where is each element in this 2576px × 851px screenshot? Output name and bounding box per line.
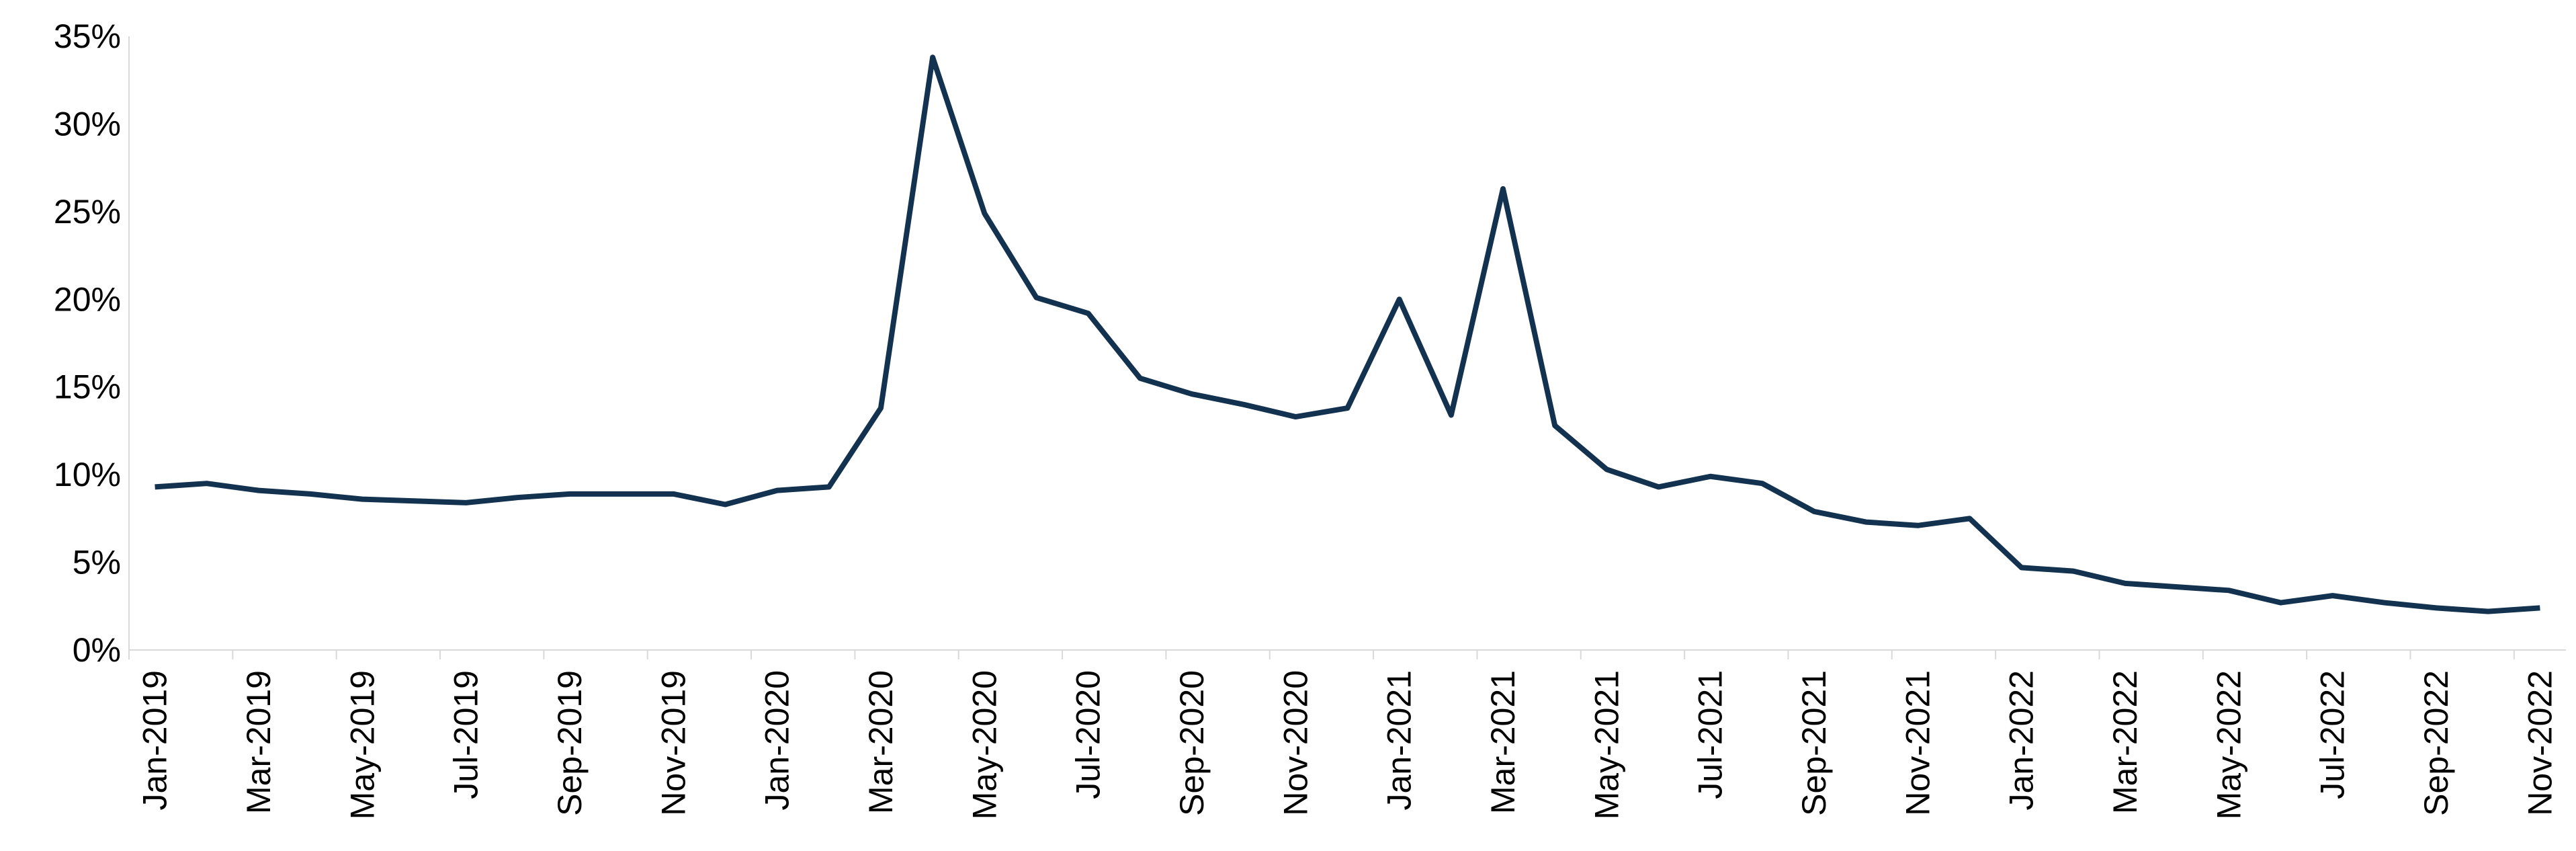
y-tick-label: 0% xyxy=(73,631,121,669)
x-tick-label: Mar-2021 xyxy=(1484,670,1522,814)
x-tick-label: Nov-2020 xyxy=(1277,670,1314,816)
x-tick-label: Sep-2019 xyxy=(551,670,589,816)
x-tick-label: Jan-2020 xyxy=(759,670,796,811)
y-tick-label: 35% xyxy=(54,17,121,55)
x-tick-label: May-2022 xyxy=(2210,670,2247,819)
x-tick-label: Mar-2020 xyxy=(862,670,900,814)
x-tick-label: Sep-2021 xyxy=(1795,670,1833,816)
x-tick-label: Jul-2021 xyxy=(1692,670,1729,799)
line-series xyxy=(155,54,2540,614)
x-tick-label: Jan-2022 xyxy=(2003,670,2041,811)
x-tick-label: Jan-2019 xyxy=(136,670,174,811)
x-tick-label: Jul-2020 xyxy=(1070,670,1107,799)
x-tick-label: Jul-2019 xyxy=(447,670,485,799)
y-tick-label: 20% xyxy=(54,280,121,318)
y-tick-label: 30% xyxy=(54,105,121,143)
y-tick-label: 15% xyxy=(54,368,121,406)
y-tick-label: 5% xyxy=(73,544,121,581)
y-tick-label: 10% xyxy=(54,456,121,493)
x-tick-label: Nov-2021 xyxy=(1899,670,1936,816)
x-tick-label: Mar-2019 xyxy=(240,670,277,814)
x-tick-label: May-2019 xyxy=(343,670,381,819)
x-tick-label: Sep-2020 xyxy=(1173,670,1211,816)
x-tick-label: Jan-2021 xyxy=(1381,670,1418,811)
x-tick-label: Mar-2022 xyxy=(2106,670,2144,814)
x-tick-label: Nov-2019 xyxy=(654,670,692,816)
y-tick-label: 25% xyxy=(54,193,121,231)
x-tick-label: Nov-2022 xyxy=(2521,670,2559,816)
x-tick-label: May-2020 xyxy=(965,670,1003,819)
x-tick-label: May-2021 xyxy=(1588,670,1625,819)
x-tick-label: Jul-2022 xyxy=(2314,670,2352,799)
x-tick-label: Sep-2022 xyxy=(2417,670,2455,816)
